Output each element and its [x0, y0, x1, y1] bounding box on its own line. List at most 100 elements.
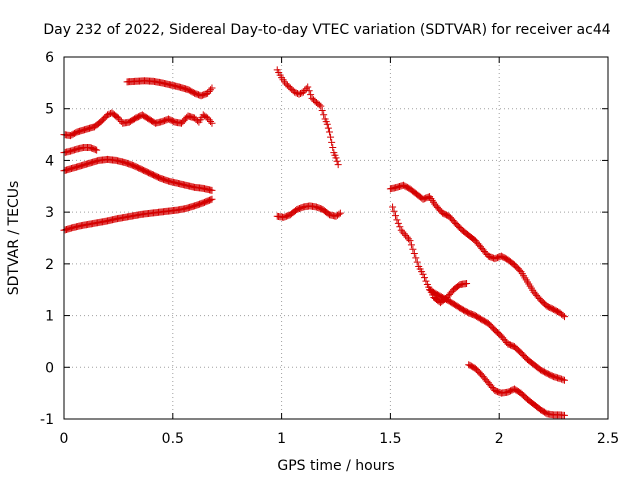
data-point — [315, 101, 323, 109]
series-s4 — [60, 155, 216, 194]
x-axis-ticks: 0 0.5 1 1.5 2 2.5 — [60, 57, 619, 447]
data-point — [559, 311, 567, 319]
data-point — [419, 270, 427, 278]
x-tick-label: 0.5 — [162, 431, 184, 447]
data-point — [402, 231, 410, 239]
data-point — [413, 258, 421, 266]
grid-lines — [64, 57, 608, 419]
data-point — [207, 86, 215, 94]
data-point — [208, 84, 216, 92]
series-s7 — [273, 202, 344, 221]
data-point — [463, 280, 471, 288]
y-tick-label: 1 — [45, 309, 54, 325]
data-point — [406, 237, 414, 245]
data-point — [193, 117, 201, 125]
data-point — [204, 114, 212, 122]
data-point — [394, 219, 402, 227]
data-point — [104, 111, 112, 119]
data-point — [403, 233, 411, 241]
data-point — [396, 223, 404, 231]
data-point — [328, 138, 336, 146]
data-point — [204, 89, 212, 97]
data-point — [400, 230, 408, 238]
data-point — [208, 195, 216, 203]
data-point — [412, 254, 420, 262]
x-tick-label: 2.5 — [597, 431, 619, 447]
data-point — [93, 146, 101, 154]
series-s1 — [123, 77, 216, 100]
data-point — [323, 120, 331, 128]
data-point — [405, 235, 413, 243]
data-point — [295, 90, 303, 98]
x-axis-label: GPS time / hours — [277, 458, 394, 474]
data-point — [335, 210, 343, 218]
data-point — [329, 144, 337, 151]
plot-frame — [63, 56, 609, 420]
data-point — [304, 83, 312, 91]
data-point — [207, 196, 215, 204]
data-point — [324, 124, 332, 132]
data-point — [407, 241, 415, 249]
data-point — [334, 161, 342, 169]
y-tick-label: 5 — [45, 102, 54, 118]
series-s6 — [273, 66, 342, 169]
series-s8 — [386, 181, 568, 321]
data-point — [116, 116, 124, 124]
chart-title: Day 232 of 2022, Sidereal Day-to-day VTE… — [43, 22, 610, 38]
data-point — [560, 376, 568, 384]
series-s5 — [60, 195, 216, 234]
data-point — [317, 102, 325, 110]
data-point — [409, 245, 417, 253]
y-axis-ticks: -1 0 1 2 3 4 5 6 — [40, 50, 608, 428]
y-axis-label: SDTVAR / TECUs — [6, 181, 22, 296]
data-point — [91, 146, 99, 154]
data-point — [208, 119, 216, 127]
data-point — [299, 88, 307, 96]
data-point — [420, 274, 428, 282]
data-point — [291, 88, 299, 96]
data-point — [389, 203, 397, 211]
data-point — [422, 277, 430, 285]
data-point — [205, 116, 213, 124]
series-s10 — [426, 286, 568, 384]
data-point — [410, 250, 418, 258]
data-point — [560, 313, 568, 321]
data-point — [333, 157, 341, 165]
data-points — [60, 66, 568, 419]
series-s11 — [465, 361, 568, 419]
data-point — [332, 154, 340, 162]
y-tick-label: 3 — [45, 205, 54, 221]
x-tick-label: 0 — [60, 431, 69, 447]
data-point — [560, 411, 568, 419]
data-point — [307, 91, 315, 99]
data-point — [305, 87, 313, 95]
data-point — [559, 376, 567, 384]
data-point — [296, 90, 304, 98]
y-tick-label: -1 — [40, 412, 54, 428]
y-tick-label: 0 — [45, 360, 54, 376]
y-tick-label: 2 — [45, 257, 54, 273]
data-point — [391, 212, 399, 220]
x-tick-label: 2 — [495, 431, 504, 447]
data-point — [390, 207, 398, 215]
y-tick-label: 6 — [45, 50, 54, 66]
data-point — [207, 117, 215, 125]
x-tick-label: 1.5 — [379, 431, 401, 447]
series-s3 — [60, 144, 101, 157]
data-point — [208, 186, 216, 194]
data-point — [397, 226, 405, 234]
data-point — [327, 133, 335, 141]
data-point — [336, 209, 344, 217]
data-point — [325, 128, 333, 136]
data-point — [558, 375, 566, 383]
x-tick-label: 1 — [277, 431, 286, 447]
y-tick-label: 4 — [45, 153, 54, 169]
data-point — [399, 228, 407, 236]
data-point — [205, 87, 213, 95]
data-point — [320, 111, 328, 119]
data-point — [114, 114, 122, 122]
data-point — [393, 216, 401, 224]
series-s2 — [60, 109, 216, 140]
data-point — [318, 106, 326, 114]
